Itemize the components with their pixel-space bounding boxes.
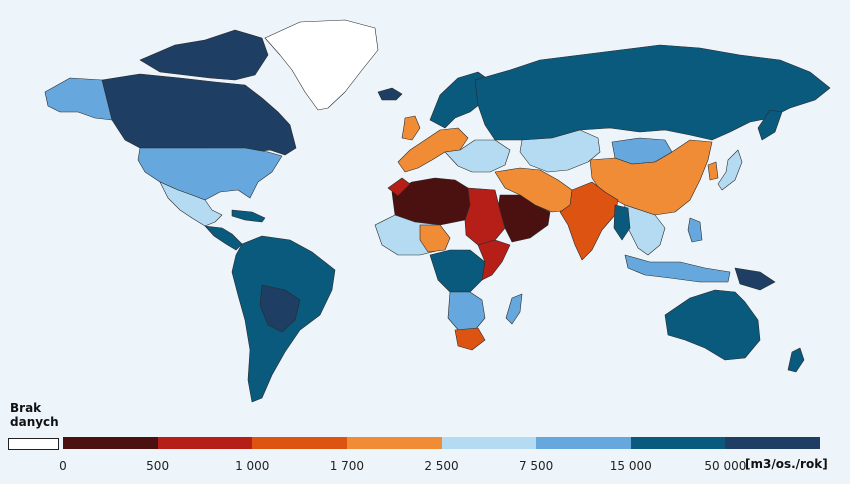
scale-segment-7 — [725, 437, 820, 449]
no-data-swatch — [8, 438, 59, 450]
region-kazakhstan — [519, 129, 601, 173]
scale-tick-4: 2 500 — [424, 459, 459, 473]
region-philippines — [687, 217, 703, 243]
region-indonesia — [624, 254, 731, 283]
region-east-africa — [477, 239, 511, 281]
region-japan — [717, 149, 743, 191]
region-canada — [101, 73, 297, 156]
region-central-europe — [444, 139, 511, 173]
region-sahel — [419, 224, 451, 253]
region-new-guinea — [734, 267, 776, 291]
region-new-zealand — [787, 347, 805, 373]
region-greenland — [264, 19, 379, 111]
region-morocco — [387, 177, 411, 197]
scale-tick-0: 0 — [59, 459, 67, 473]
scale-tick-5: 7 500 — [518, 459, 554, 473]
region-myanmar — [613, 204, 631, 241]
color-scale-bar — [63, 437, 820, 449]
scale-segment-6 — [630, 437, 726, 449]
region-mexico — [159, 181, 223, 227]
scale-tick-3: 1 700 — [329, 459, 365, 473]
scale-segment-5 — [536, 437, 631, 449]
unit-label: [m3/os./rok] — [745, 457, 828, 471]
region-central-africa — [429, 249, 486, 293]
scale-tick-7: 50 000 — [704, 459, 747, 473]
scale-tick-2: 1 000 — [235, 459, 270, 473]
region-western-europe — [397, 127, 469, 173]
scale-segment-0 — [63, 437, 158, 449]
region-uk — [401, 115, 421, 141]
region-korea — [707, 161, 719, 181]
scale-tick-6: 15 000 — [609, 459, 652, 473]
world-map — [44, 19, 831, 403]
region-southern-africa — [447, 291, 486, 333]
scale-segment-1 — [157, 437, 253, 449]
region-egypt-sudan — [464, 187, 506, 246]
region-alaska — [44, 77, 113, 121]
scale-segment-2 — [252, 437, 347, 449]
region-brazil-interior — [259, 284, 301, 333]
region-south-africa — [454, 327, 486, 351]
region-central-america — [204, 225, 243, 251]
region-canada-islands — [139, 29, 269, 81]
region-caribbean — [231, 209, 266, 223]
region-kamchatka — [757, 109, 783, 141]
region-india — [559, 181, 619, 261]
no-data-label: Brak danych — [10, 401, 59, 429]
region-madagascar — [505, 293, 523, 325]
region-iceland — [377, 87, 403, 101]
scale-segment-4 — [441, 437, 537, 449]
scale-tick-1: 500 — [146, 459, 170, 473]
region-australia — [664, 289, 761, 361]
region-usa — [137, 147, 283, 201]
scale-segment-3 — [346, 437, 442, 449]
